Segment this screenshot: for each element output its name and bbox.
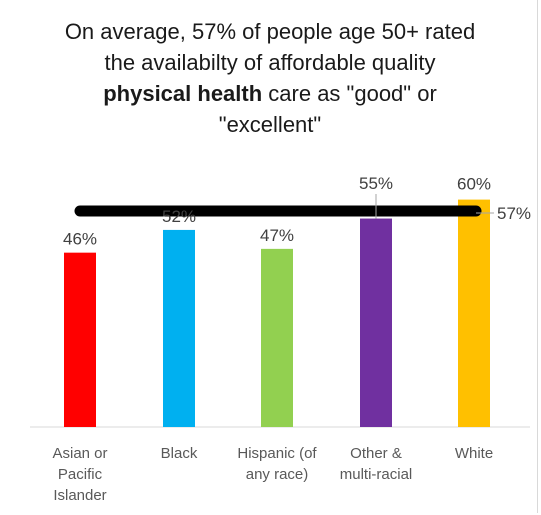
category-label-2: Black — [161, 445, 198, 462]
title-line-1: On average, 57% of people age 50+ rated — [64, 19, 476, 44]
title-line-4: "excellent" — [218, 112, 322, 137]
average-label: 57% — [497, 204, 531, 223]
bar-1 — [64, 252, 96, 427]
bar-4 — [360, 218, 392, 427]
bar-3 — [261, 248, 293, 427]
category-label-3: Hispanic (of any race) — [237, 445, 317, 483]
value-label-1: 46% — [63, 230, 97, 249]
title-line-2: the availabilty of affordable quality — [104, 50, 436, 75]
title-line-3: physical health care as "good" or — [20, 78, 520, 109]
title-line-3-rest: care as "good" or — [262, 81, 437, 106]
bar-2 — [163, 229, 195, 427]
value-label-3: 47% — [260, 226, 294, 245]
value-label-5: 60% — [457, 175, 491, 194]
bar-5 — [458, 199, 490, 427]
title-bold-text: physical health — [103, 81, 263, 106]
value-label-2: 52% — [162, 207, 196, 226]
chart-title: On average, 57% of people age 50+ rated … — [20, 16, 520, 140]
category-label-5: White — [455, 445, 493, 462]
value-label-4: 55% — [359, 174, 393, 193]
category-label-4: Other & multi-racial — [340, 445, 413, 483]
category-label-1: Asian or Pacific Islander — [52, 445, 107, 504]
